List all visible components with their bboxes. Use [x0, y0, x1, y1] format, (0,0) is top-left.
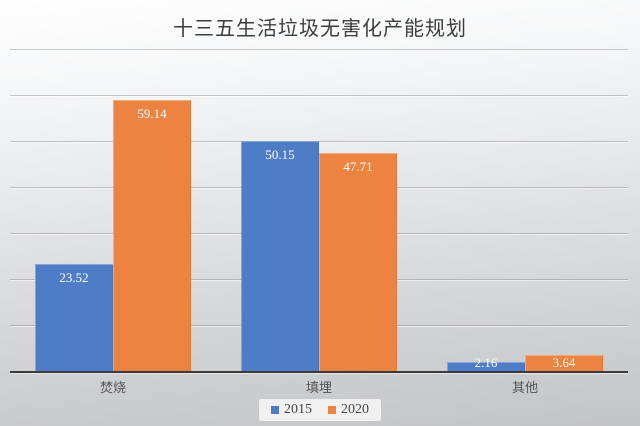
bar-2015-填埋: 50.15: [241, 141, 319, 372]
legend-label: 2015: [284, 402, 312, 417]
bar-group-焚烧: 23.52 59.14: [10, 50, 216, 372]
bar-2015-其他: 2.16: [447, 355, 525, 372]
bar-2015-焚烧: 23.52: [35, 263, 113, 372]
value-label-2015-填埋: 50.15: [265, 147, 295, 163]
value-label-2020-其他: 3.64: [552, 355, 576, 371]
gridline-70: [10, 49, 628, 51]
bar-group-其他: 2.16 3.64: [422, 50, 628, 372]
plot-area: 23.52 59.14 50.15 47.71 2.16 3.64: [10, 49, 628, 373]
bar-2020-焚烧: 59.14: [113, 99, 191, 372]
category-label-填埋: 填埋: [305, 380, 332, 395]
value-label-2020-填埋: 47.71: [343, 158, 373, 174]
bar-2020-填埋: 47.71: [319, 152, 397, 372]
bar-group-填埋: 50.15 47.71: [216, 50, 422, 372]
bar-2020-其他: 3.64: [525, 355, 603, 372]
legend-item-2020: 2020: [328, 402, 369, 418]
gridline-60: [10, 95, 628, 97]
legend: 2015 2020: [0, 399, 640, 421]
legend-item-2015: 2015: [271, 402, 312, 418]
legend-label: 2020: [341, 402, 369, 417]
value-label-2015-焚烧: 23.52: [59, 269, 89, 285]
gridline-50: [10, 141, 628, 143]
legend-swatch-icon: [271, 406, 279, 414]
x-axis-line: [10, 371, 628, 373]
chart-title: 十三五生活垃圾无害化产能规划: [173, 18, 467, 40]
legend-swatch-icon: [328, 406, 336, 414]
legend-box: 2015 2020: [259, 399, 381, 421]
value-label-2020-焚烧: 59.14: [137, 105, 167, 121]
value-label-2015-其他: 2.16: [474, 355, 498, 371]
category-label-其他: 其他: [511, 380, 538, 395]
category-axis: 焚烧 填埋 其他: [10, 377, 628, 396]
category-label-焚烧: 焚烧: [99, 380, 126, 395]
